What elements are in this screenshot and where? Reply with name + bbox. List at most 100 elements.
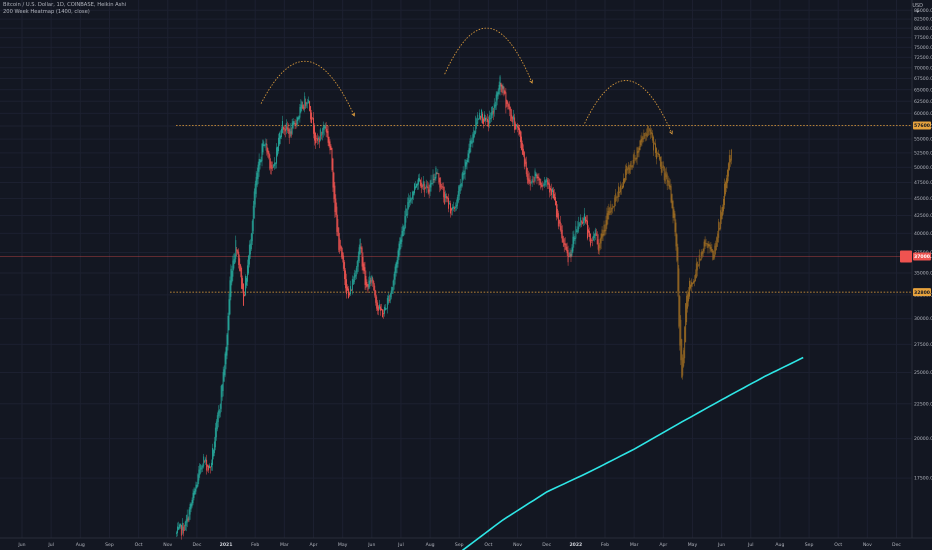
projection-candle-body bbox=[665, 171, 667, 178]
projection-candle-body bbox=[652, 133, 654, 141]
candle-body bbox=[444, 192, 446, 205]
indicator-title[interactable]: 200 Week Heatmap (1400, close) bbox=[3, 9, 90, 15]
price-tick-label: 55000.00 bbox=[914, 137, 932, 143]
projection-candle-body bbox=[681, 339, 683, 378]
level-badge-label: 32800.00 bbox=[914, 290, 932, 296]
projection-candle-body bbox=[604, 230, 606, 232]
candle-body bbox=[208, 465, 210, 471]
candle-body bbox=[423, 183, 425, 193]
price-axis[interactable]: 17500.00 20000.00 22500.00 25000.00 27500.00… bbox=[914, 8, 932, 482]
projection-candle-body bbox=[700, 252, 702, 260]
candle-body bbox=[412, 191, 414, 200]
candle-body bbox=[245, 276, 246, 296]
current-price-badge-bg bbox=[913, 252, 931, 261]
price-tick-label: 30000.00 bbox=[914, 316, 932, 322]
candle-body bbox=[319, 129, 321, 141]
candle-body bbox=[438, 173, 440, 183]
candle-body bbox=[283, 128, 285, 130]
candle-body bbox=[229, 280, 231, 315]
candle-body bbox=[243, 283, 244, 306]
candle-body bbox=[263, 144, 265, 146]
candle-body bbox=[363, 263, 365, 272]
candle-body bbox=[535, 173, 537, 176]
price-tick-label: 75000.00 bbox=[914, 45, 932, 51]
candle-body bbox=[436, 173, 438, 175]
projection-candle-body bbox=[713, 255, 715, 258]
projection-candle-body bbox=[648, 130, 650, 132]
candle-body bbox=[340, 245, 342, 249]
projection-candle-body bbox=[639, 140, 641, 150]
candle-body bbox=[179, 523, 181, 527]
candle-body bbox=[416, 183, 417, 188]
candle-body bbox=[352, 279, 354, 285]
candle-body bbox=[311, 112, 313, 124]
candle-body bbox=[473, 130, 475, 139]
candle-body bbox=[570, 254, 572, 258]
time-tick-label: Aug bbox=[775, 542, 784, 548]
candle-body bbox=[379, 304, 381, 309]
candle-body bbox=[304, 96, 306, 109]
projection-candle-body bbox=[670, 186, 672, 203]
candle-body bbox=[454, 206, 456, 209]
candle-body bbox=[453, 207, 455, 209]
candle-body bbox=[336, 206, 338, 232]
candle-body bbox=[357, 255, 359, 267]
candle-body bbox=[182, 526, 184, 534]
candle-body bbox=[425, 184, 427, 189]
price-tick-label: 40000.00 bbox=[914, 231, 932, 237]
projection-candle-body bbox=[634, 157, 636, 159]
candle-body bbox=[507, 101, 509, 107]
candle-body bbox=[398, 243, 400, 258]
candle-body bbox=[394, 266, 396, 280]
currency-selector[interactable]: USD ▾ bbox=[912, 3, 923, 15]
projection-candles bbox=[598, 125, 732, 380]
candle-body bbox=[288, 129, 290, 138]
candle-body bbox=[504, 91, 506, 94]
projection-candle-body bbox=[658, 154, 660, 160]
current-price-badge-label: 37000.00 bbox=[914, 254, 932, 260]
candle-body bbox=[185, 519, 187, 526]
projection-candle-body bbox=[621, 188, 622, 190]
symbol-title[interactable]: Bitcoin / U.S. Dollar, 1D, COINBASE, Hei… bbox=[3, 2, 127, 8]
candle-body bbox=[386, 297, 388, 309]
time-tick-label: Oct bbox=[484, 542, 492, 548]
price-tick-label: 42500.00 bbox=[914, 213, 932, 219]
candle-body bbox=[459, 183, 461, 192]
candle-body bbox=[366, 281, 368, 287]
projection-candle-body bbox=[671, 194, 673, 209]
time-tick-label: Jun bbox=[717, 542, 725, 548]
candle-body bbox=[215, 421, 217, 438]
projection-candle-body bbox=[677, 247, 679, 292]
candle-body bbox=[554, 197, 556, 206]
candle-body bbox=[297, 117, 299, 121]
time-axis[interactable]: Jun Jul Aug Sep Oct Nov Dec 2021 Feb Mar Apr May Jun… bbox=[17, 542, 901, 548]
candle-body bbox=[585, 217, 587, 223]
projection-candle-body bbox=[641, 136, 643, 143]
projection-candle-body bbox=[729, 158, 731, 163]
candle-body bbox=[378, 306, 380, 311]
candle-body bbox=[318, 138, 320, 143]
candle-body bbox=[338, 227, 340, 250]
time-tick-label: Feb bbox=[251, 542, 259, 548]
projection-candle-body bbox=[631, 165, 633, 168]
candle-body bbox=[333, 172, 335, 200]
projection-candle-body bbox=[657, 153, 659, 155]
candle-body bbox=[471, 141, 473, 144]
candle-body bbox=[509, 106, 511, 111]
candle-body bbox=[275, 163, 277, 165]
candle-body bbox=[252, 205, 254, 231]
candle-body bbox=[199, 464, 201, 475]
price-tick-label: 80000.00 bbox=[914, 26, 932, 32]
projection-candle-body bbox=[720, 210, 722, 229]
projection-candle-body bbox=[635, 158, 637, 160]
price-tick-label: 45000.00 bbox=[914, 196, 932, 202]
price-tick-label: 67500.00 bbox=[914, 76, 932, 82]
time-tick-label: Jul bbox=[747, 542, 754, 548]
candle-body bbox=[244, 294, 245, 297]
candle-body bbox=[177, 527, 179, 530]
candle-body bbox=[239, 258, 241, 271]
candle-body bbox=[234, 254, 236, 264]
candle-body bbox=[353, 273, 355, 283]
candle-body bbox=[522, 148, 524, 156]
